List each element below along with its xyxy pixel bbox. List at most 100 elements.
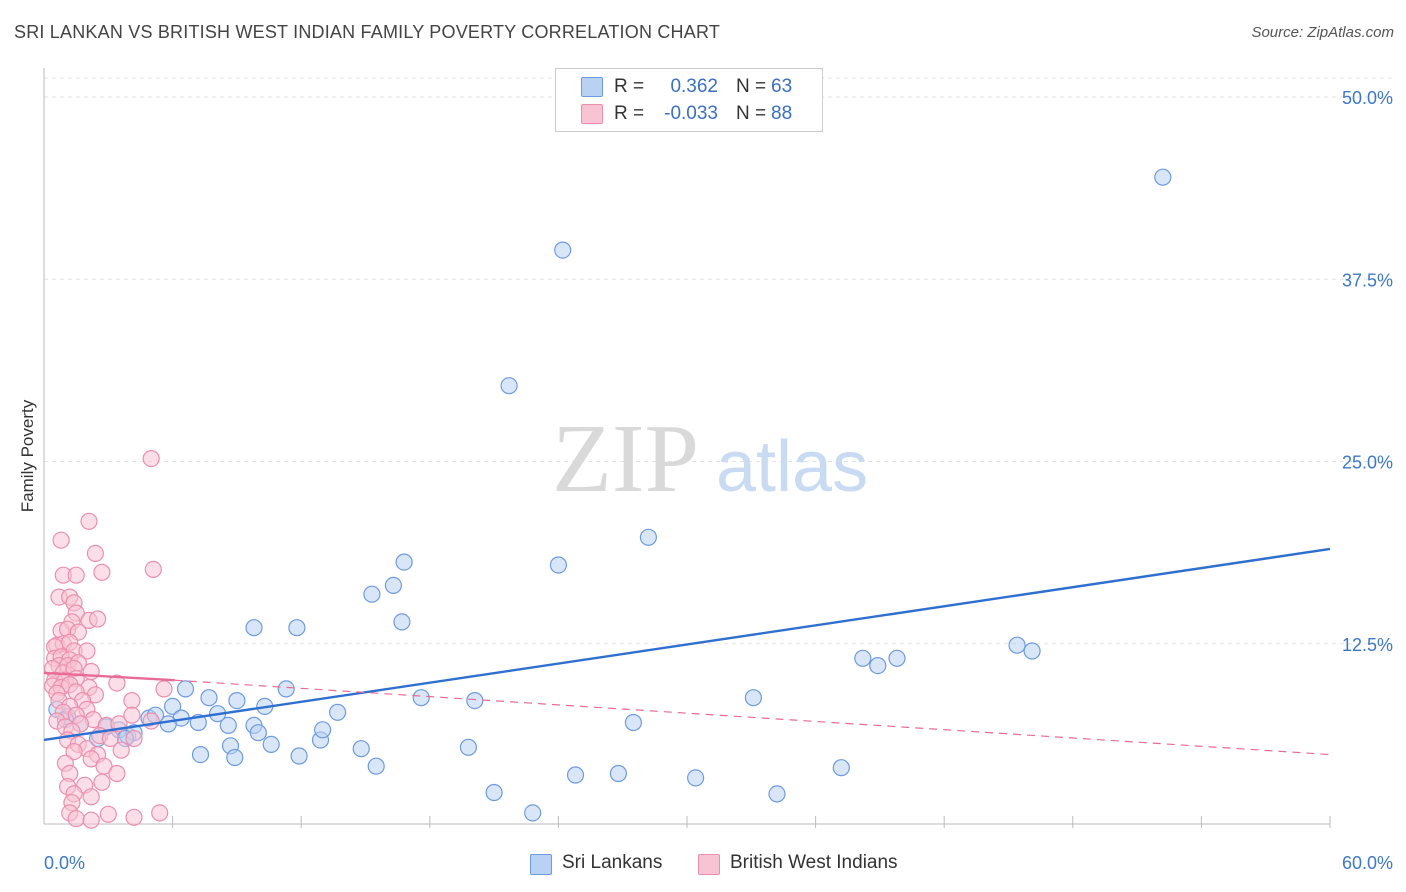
legend-r-label: R =: [614, 76, 645, 97]
point-sri-lankan: [288, 619, 306, 637]
point-british-west-indian: [67, 810, 85, 828]
point-sri-lankan: [367, 757, 385, 775]
x-tick-label: 0.0%: [44, 853, 85, 873]
series-label: Sri Lankans: [562, 852, 663, 873]
point-sri-lankan: [609, 764, 628, 783]
point-british-west-indian: [112, 741, 130, 759]
point-sri-lankan: [524, 804, 542, 822]
point-british-west-indian: [108, 674, 126, 692]
y-tick-label: 37.5%: [1342, 270, 1393, 290]
points-layer: [43, 168, 1172, 829]
point-sri-lankan: [176, 680, 195, 698]
point-sri-lankan: [549, 556, 568, 574]
point-sri-lankan: [1023, 642, 1041, 660]
legend-row-sri-lankans: R = 0.362 N = 63: [556, 73, 822, 99]
legend-swatch-pink: [581, 104, 603, 124]
point-british-west-indian: [82, 788, 100, 806]
point-british-west-indian: [67, 566, 85, 584]
point-sri-lankan: [854, 649, 872, 667]
point-sri-lankan: [566, 766, 585, 784]
point-british-west-indian: [82, 811, 100, 829]
point-sri-lankan: [277, 680, 295, 698]
point-sri-lankan: [200, 689, 218, 707]
y-tick-label: 12.5%: [1342, 635, 1393, 655]
point-sri-lankan: [314, 721, 332, 739]
x-tick-label: 60.0%: [1342, 853, 1393, 873]
y-tick-label: 50.0%: [1342, 88, 1393, 108]
legend-r-label: R =: [614, 103, 645, 124]
point-british-west-indian: [125, 729, 143, 748]
source-label: Source: ZipAtlas.com: [1251, 24, 1394, 41]
point-british-west-indian: [142, 712, 160, 730]
legend-r-value: 0.362: [670, 76, 718, 97]
point-sri-lankan: [384, 576, 402, 595]
point-british-west-indian: [123, 706, 141, 724]
point-sri-lankan: [329, 703, 347, 721]
point-british-west-indian: [86, 544, 105, 563]
legend-n-value: 63: [771, 76, 793, 97]
watermark: ZIP atlas: [552, 405, 868, 513]
point-sri-lankan: [352, 740, 370, 758]
point-british-west-indian: [52, 531, 70, 549]
legend-n-value: 88: [771, 103, 793, 124]
point-sri-lankan: [459, 738, 477, 756]
legend-r-value: -0.033: [664, 103, 718, 124]
legend-n-label: N =: [736, 76, 767, 97]
correlation-legend: R = 0.362 N = 63 R = -0.033 N = 88: [555, 68, 823, 132]
trend-line-british-west-indians-extension: [174, 679, 1331, 756]
chart-title: SRI LANKAN VS BRITISH WEST INDIAN FAMILY…: [14, 22, 721, 42]
point-sri-lankan: [768, 785, 786, 803]
point-british-west-indian: [144, 560, 162, 579]
point-sri-lankan: [500, 377, 518, 395]
point-sri-lankan: [554, 241, 572, 259]
point-british-west-indian: [123, 691, 141, 710]
grid-layer: [44, 77, 1393, 645]
point-sri-lankan: [869, 656, 887, 675]
point-british-west-indian: [82, 750, 100, 768]
legend-row-british-west-indians: R = -0.033 N = 88: [556, 100, 822, 126]
point-sri-lankan: [412, 689, 430, 707]
point-sri-lankan: [226, 748, 244, 767]
point-british-west-indian: [125, 808, 143, 826]
point-british-west-indian: [93, 773, 111, 791]
point-sri-lankan: [159, 715, 177, 733]
trend-layer: [43, 547, 1331, 756]
point-british-west-indian: [108, 764, 126, 783]
point-sri-lankan: [744, 689, 763, 707]
point-british-west-indian: [142, 450, 160, 468]
point-sri-lankan: [1154, 168, 1172, 186]
point-british-west-indian: [78, 642, 96, 660]
series-swatch-blue: [530, 854, 552, 875]
trend-line-british-west-indians: [43, 671, 175, 682]
watermark-zip: ZIP: [552, 405, 699, 513]
point-sri-lankan: [485, 783, 503, 802]
point-british-west-indian: [80, 512, 98, 530]
point-sri-lankan: [1008, 636, 1026, 654]
point-sri-lankan: [639, 528, 658, 546]
series-swatch-pink: [698, 854, 720, 875]
point-sri-lankan: [191, 745, 210, 764]
point-sri-lankan: [245, 619, 263, 637]
legend-swatch-blue: [581, 77, 603, 97]
point-sri-lankan: [249, 724, 267, 742]
point-british-west-indian: [82, 662, 100, 681]
legend-n-label: N =: [736, 103, 767, 124]
point-british-west-indian: [155, 680, 173, 698]
watermark-atlas: atlas: [716, 427, 868, 507]
tick-labels: 12.5% 25.0% 37.5% 50.0% 0.0% 60.0%: [44, 88, 1393, 873]
point-british-west-indian: [99, 805, 117, 823]
point-british-west-indian: [65, 742, 83, 761]
point-sri-lankan: [363, 585, 381, 603]
point-sri-lankan: [832, 759, 850, 777]
point-sri-lankan: [228, 691, 246, 710]
point-sri-lankan: [393, 613, 411, 631]
y-tick-label: 25.0%: [1342, 453, 1393, 473]
point-sri-lankan: [262, 735, 280, 754]
point-sri-lankan: [624, 713, 643, 732]
point-sri-lankan: [164, 697, 182, 716]
trend-line-sri-lankans: [43, 547, 1331, 742]
point-sri-lankan: [466, 691, 484, 710]
point-sri-lankan: [219, 716, 237, 735]
point-sri-lankan: [395, 553, 413, 571]
